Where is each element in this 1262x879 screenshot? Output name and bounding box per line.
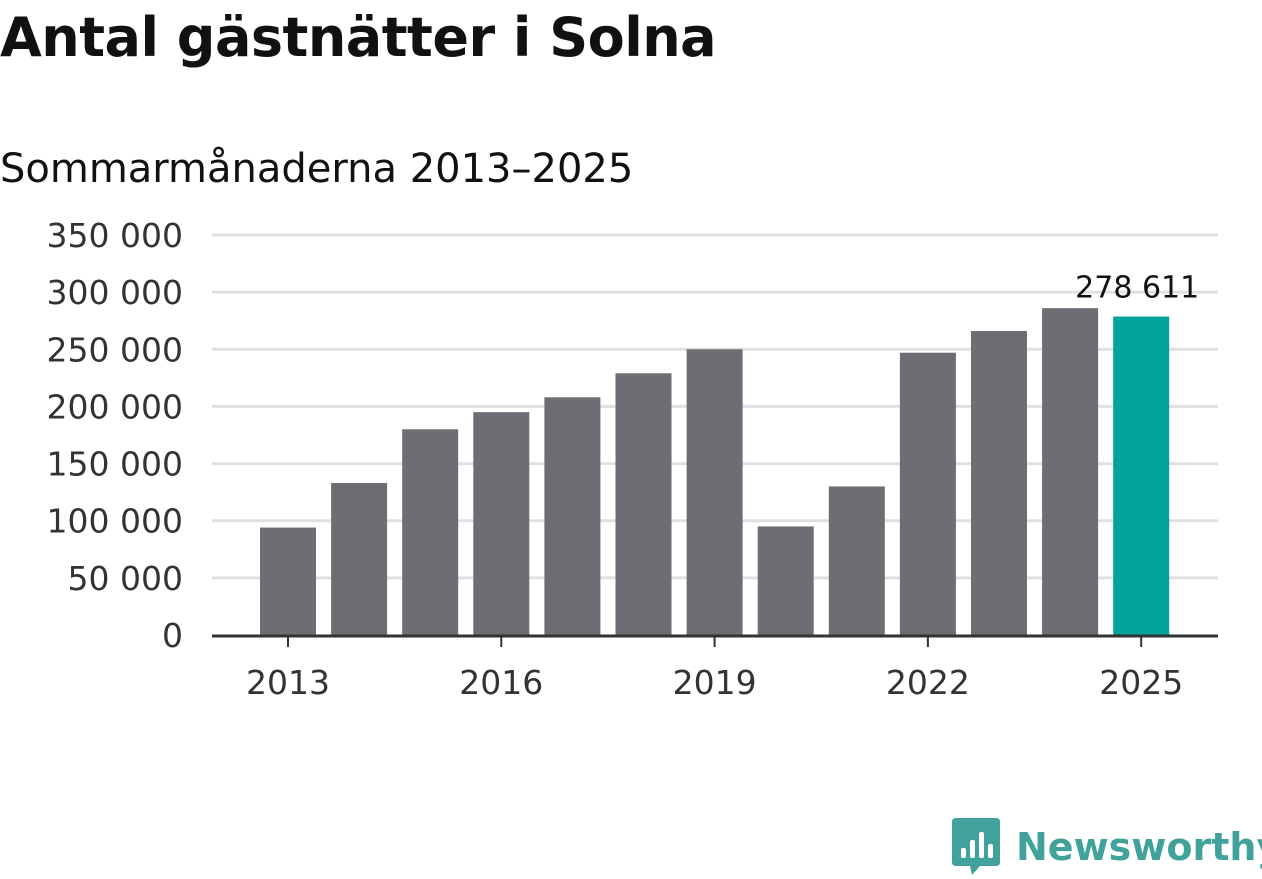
chart-title: Antal gästnätter i Solna xyxy=(0,6,717,69)
y-tick-label: 150 000 xyxy=(47,445,183,484)
bar-2021 xyxy=(828,486,885,635)
bar-2016 xyxy=(473,412,530,635)
y-tick-label: 200 000 xyxy=(47,387,183,426)
y-tick-label: 50 000 xyxy=(68,559,183,598)
y-tick-label: 100 000 xyxy=(47,502,183,541)
x-tick-label: 2025 xyxy=(1099,663,1183,702)
brand-logo: Newsworthy xyxy=(950,818,1262,876)
data-label: 278 611 xyxy=(1075,271,1199,306)
x-tick-label: 2019 xyxy=(673,663,757,702)
y-tick-label: 0 xyxy=(162,616,183,655)
y-tick-label: 350 000 xyxy=(47,216,183,255)
bar-2020 xyxy=(757,526,814,635)
bar-2019 xyxy=(686,349,743,635)
bar-2014 xyxy=(331,483,388,635)
x-tick-label: 2022 xyxy=(886,663,970,702)
bar-2023 xyxy=(971,331,1027,635)
bar-2015 xyxy=(402,429,459,635)
bar-2017 xyxy=(544,397,601,635)
brand-name: Newsworthy xyxy=(1016,825,1262,869)
x-tick-label: 2016 xyxy=(459,663,543,702)
bar-2018 xyxy=(615,373,672,635)
bar-2024 xyxy=(1042,308,1099,635)
chart-subtitle: Sommarmånaderna 2013–2025 xyxy=(0,146,634,192)
bar-2025 xyxy=(1113,316,1170,635)
bar-2013 xyxy=(260,527,316,635)
y-tick-label: 250 000 xyxy=(47,330,183,369)
newsworthy-logo-icon xyxy=(952,818,1000,875)
bar-2022 xyxy=(899,352,956,635)
x-tick-label: 2013 xyxy=(246,663,330,702)
y-tick-label: 300 000 xyxy=(47,273,183,312)
